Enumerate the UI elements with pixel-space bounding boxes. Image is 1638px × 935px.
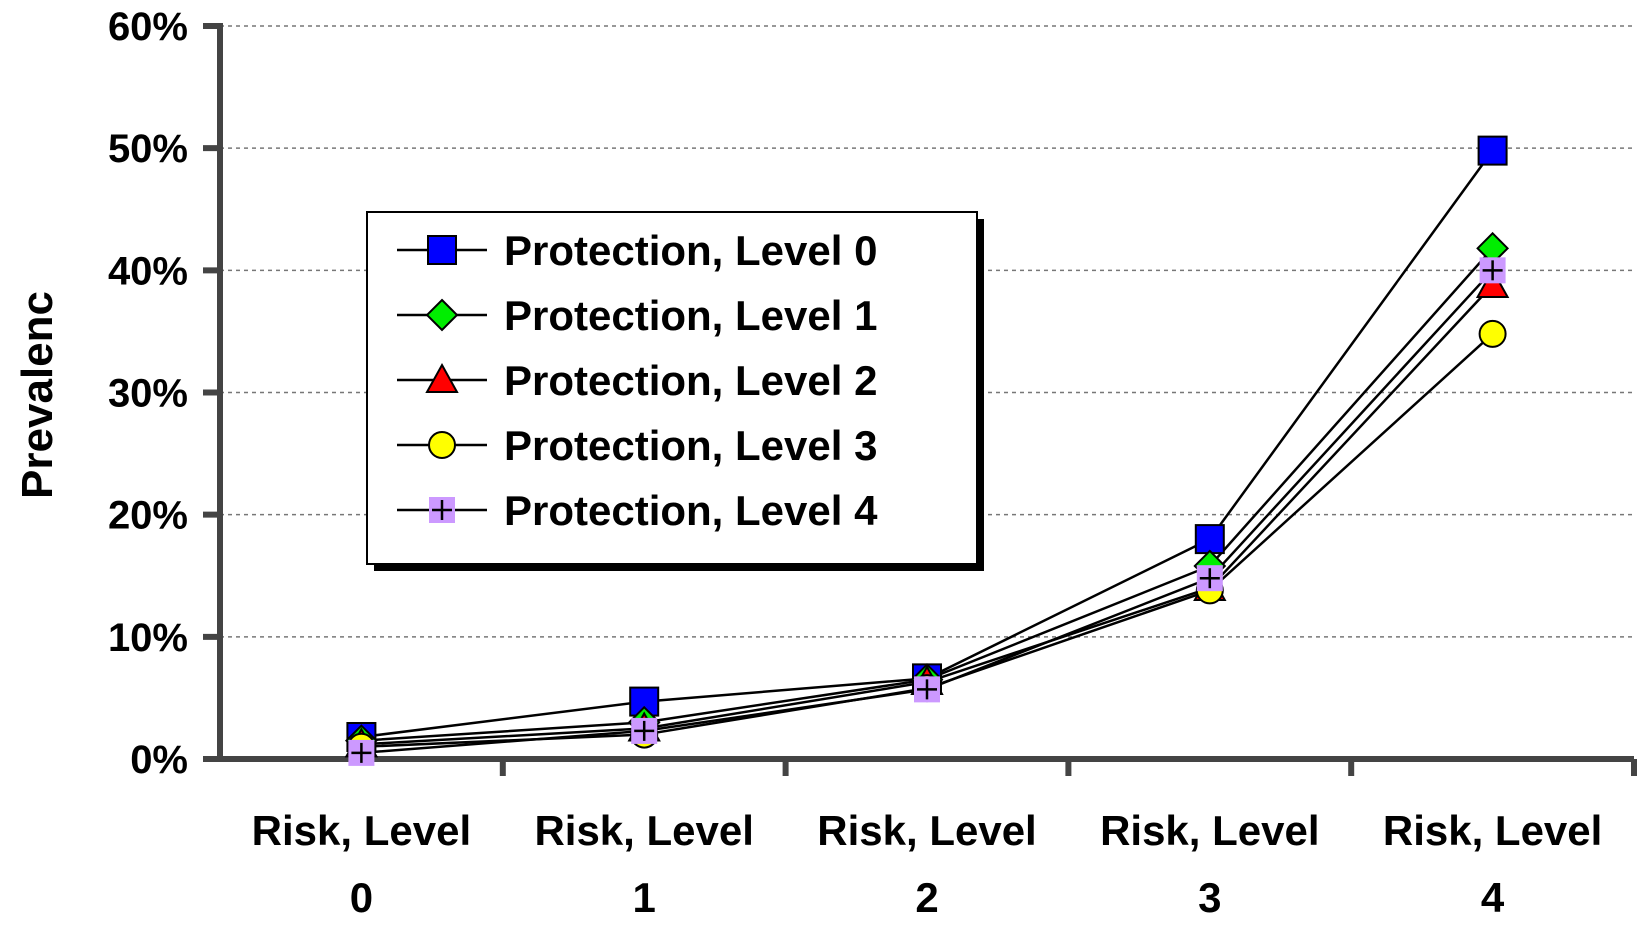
- legend-label: Protection, Level 4: [504, 487, 878, 534]
- x-category-label: Risk, Level: [534, 807, 753, 854]
- x-category-label: 3: [1198, 874, 1221, 921]
- y-tick-label: 20%: [108, 494, 188, 538]
- y-tick-label: 50%: [108, 127, 188, 171]
- data-point-level-4: [914, 676, 940, 703]
- data-point-level-0: [1194, 524, 1225, 555]
- data-point-level-4: [1196, 565, 1223, 592]
- y-axis-title: Prevalenc: [13, 291, 62, 499]
- y-tick-label: 30%: [108, 372, 188, 416]
- legend-marker: [427, 235, 457, 265]
- y-tick-label: 0%: [130, 738, 188, 782]
- legend-item: Protection, Level 4: [397, 487, 878, 534]
- y-tick-label: 40%: [108, 249, 188, 293]
- x-category-label: 4: [1481, 874, 1505, 921]
- data-point-level-4: [631, 717, 658, 744]
- data-point-level-4: [348, 739, 375, 766]
- y-tick-label: 10%: [108, 616, 188, 660]
- x-category-label: 2: [915, 874, 938, 921]
- legend-box: [366, 211, 978, 565]
- series-markers: [344, 135, 1510, 766]
- legend-label: Protection, Level 1: [504, 292, 877, 339]
- legend-item: Protection, Level 2: [397, 357, 877, 404]
- x-category-label: Risk, Level: [1100, 807, 1319, 854]
- legend-marker: [428, 431, 456, 459]
- x-category-label: 0: [350, 874, 373, 921]
- y-tick-label: 60%: [108, 5, 188, 49]
- legend-marker: [429, 497, 455, 523]
- legend-item: Protection, Level 3: [397, 422, 877, 469]
- legend-label: Protection, Level 3: [504, 422, 877, 469]
- data-point-level-0: [1477, 135, 1508, 166]
- x-category-label: Risk, Level: [1383, 807, 1602, 854]
- legend-marker: [425, 298, 459, 332]
- data-point-level-2: [1475, 267, 1510, 298]
- legend-marker: [425, 362, 459, 393]
- legend-label: Protection, Level 0: [504, 227, 877, 274]
- tick-labels: 0% 10% 20% 30% 40% 50% 60% Risk, Level 0 Risk, Le…: [108, 5, 1602, 921]
- ticks: [203, 23, 1637, 776]
- data-point-level-3: [1478, 319, 1507, 348]
- x-category-label: Risk, Level: [252, 807, 471, 854]
- legend: Protection, Level 0 Protection, Level 1 Pr…: [366, 211, 984, 571]
- legend-item: Protection, Level 1: [397, 292, 877, 339]
- x-category-label: 1: [633, 874, 656, 921]
- data-point-level-4: [1479, 257, 1506, 284]
- x-category-label: Risk, Level: [817, 807, 1036, 854]
- legend-label: Protection, Level 2: [504, 357, 877, 404]
- legend-item: Protection, Level 0: [397, 227, 877, 274]
